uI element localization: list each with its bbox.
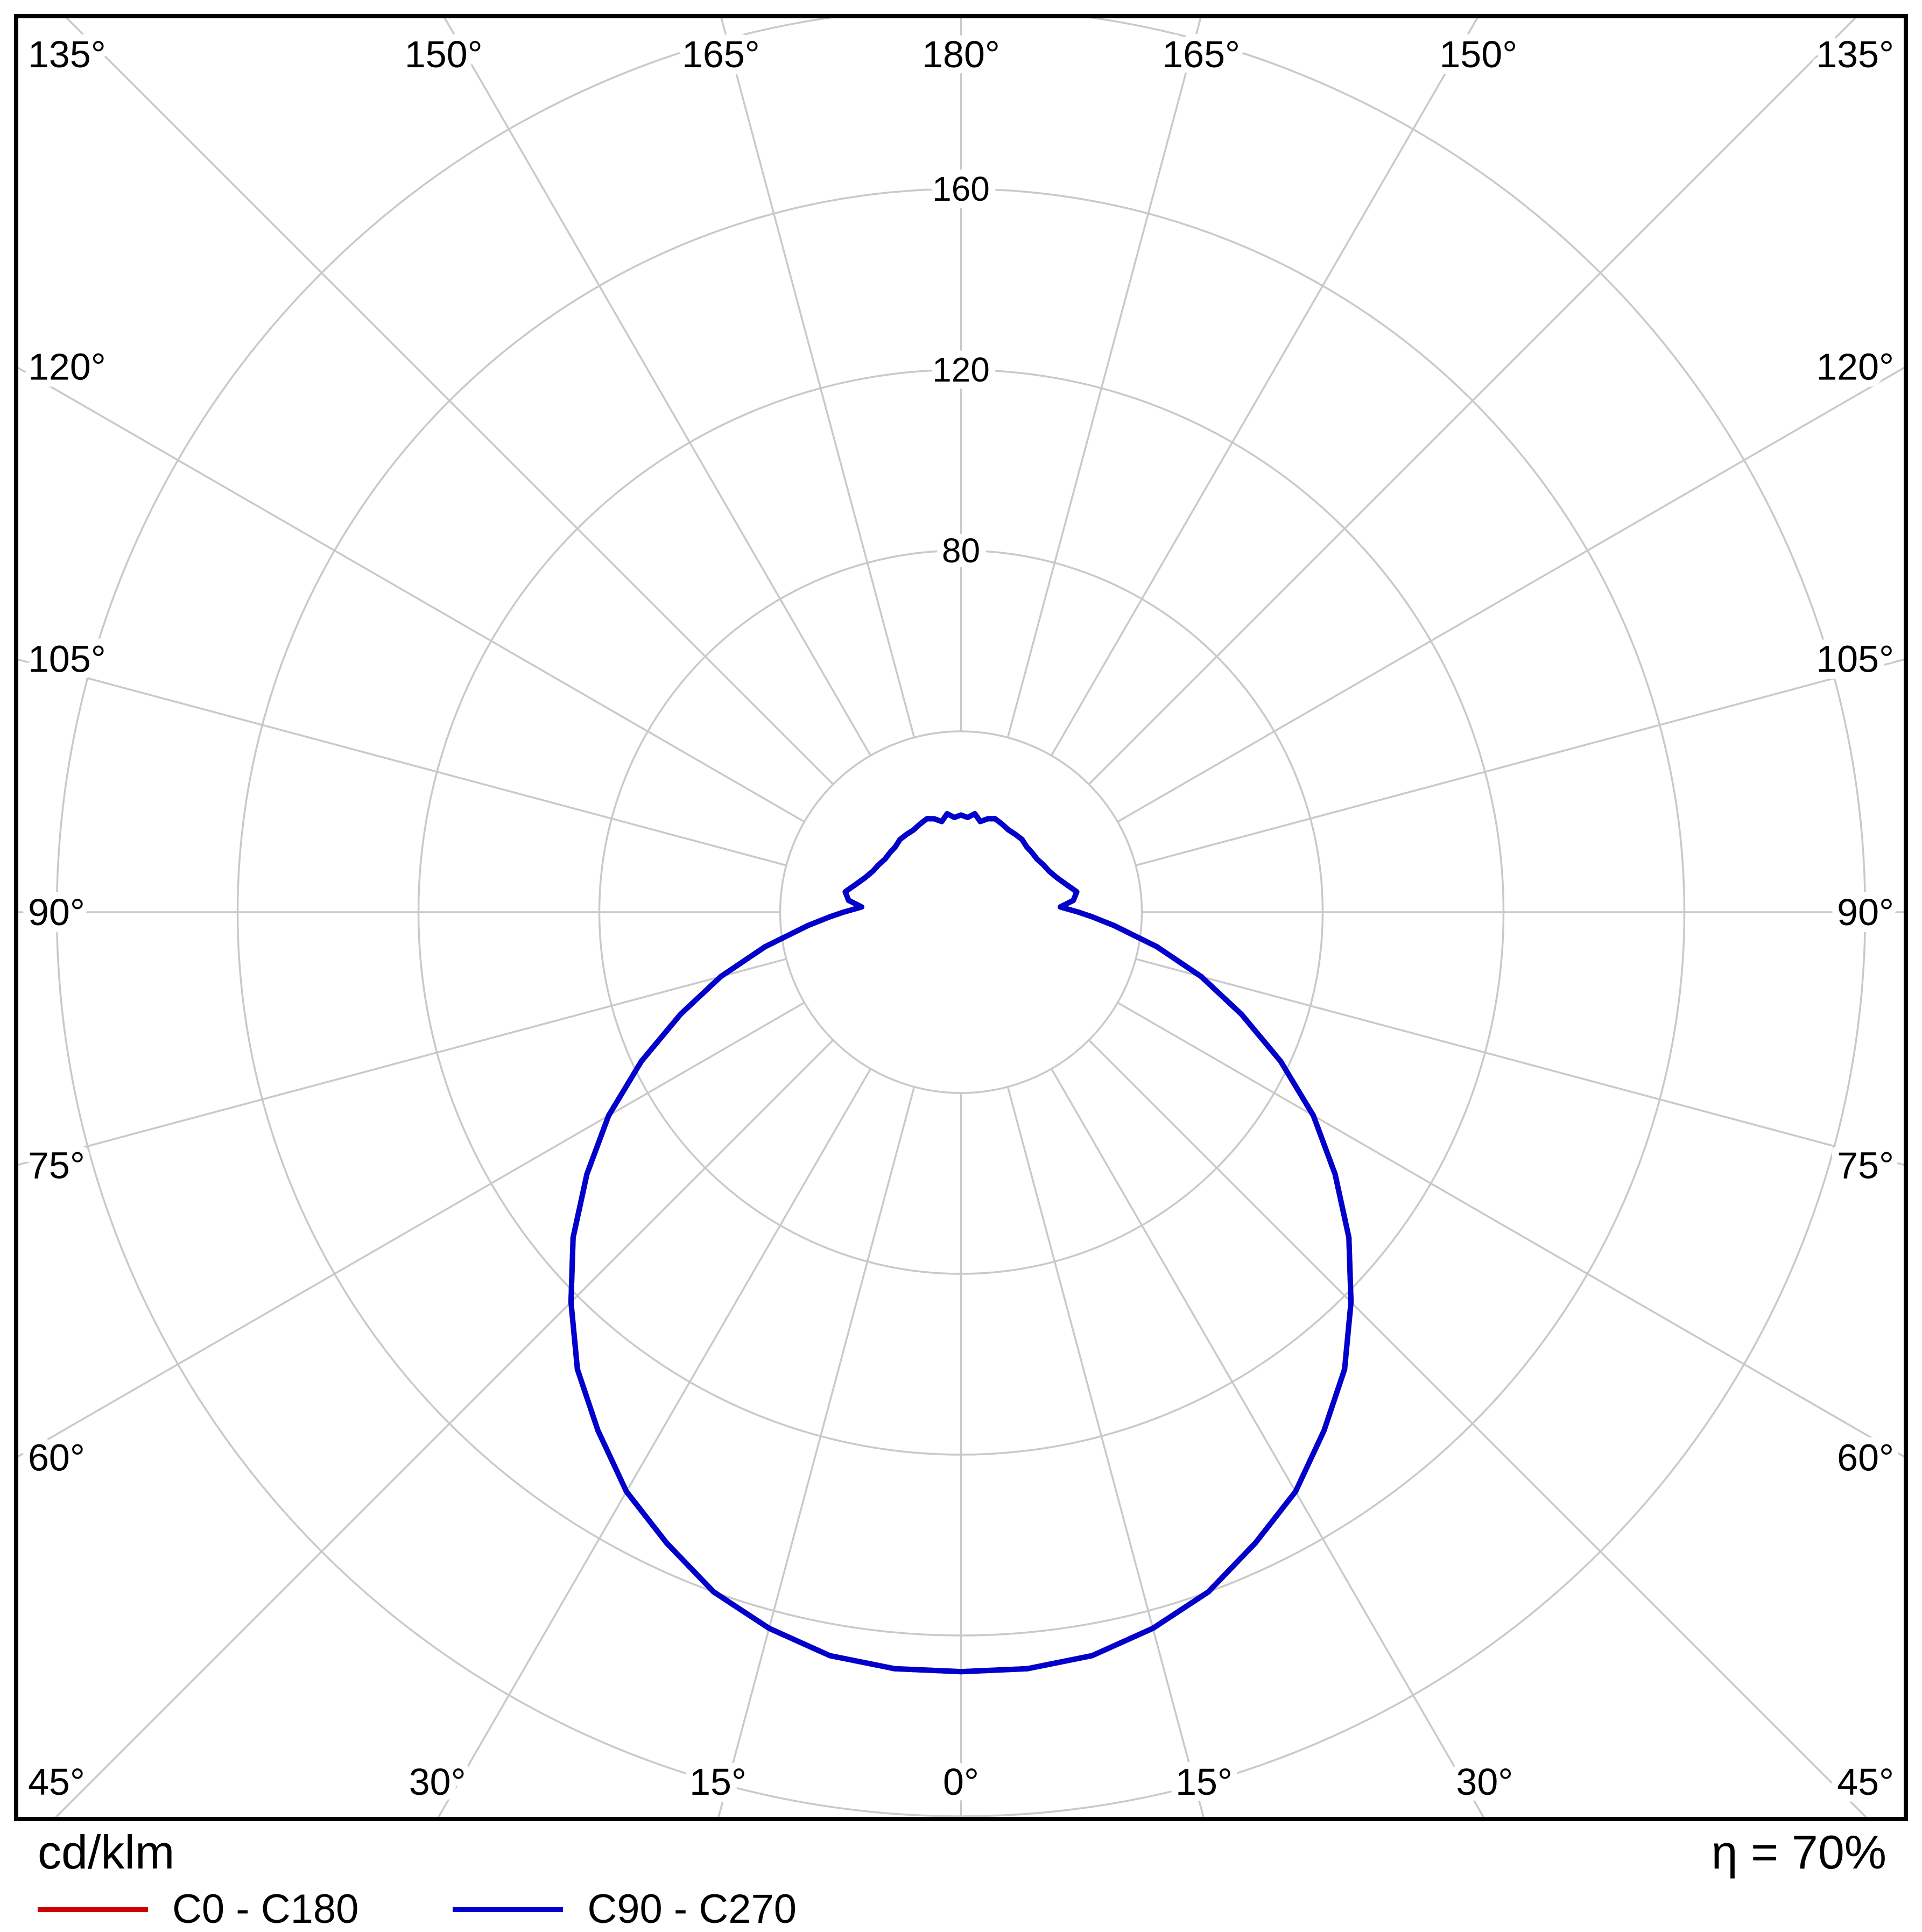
legend-line-red — [38, 1907, 148, 1912]
grid-radial-line — [16, 1002, 805, 1459]
angle-label: 45° — [1837, 1761, 1894, 1803]
angle-label: 105° — [1816, 638, 1894, 680]
grid-ring — [779, 730, 1143, 1094]
plot-frame — [14, 14, 1908, 1821]
angle-label: 75° — [1837, 1144, 1894, 1186]
radial-tick-label: 160 — [932, 170, 990, 208]
angle-label: 150° — [1439, 33, 1517, 75]
grid-radial-line — [1050, 1068, 1486, 1819]
legend-line-blue — [453, 1907, 564, 1912]
grid-radial-line — [1006, 1087, 1205, 1819]
grid-radial-line — [436, 1068, 872, 1819]
angle-label: 15° — [1175, 1761, 1233, 1803]
angle-label: 90° — [1837, 891, 1894, 933]
grid-radial-line — [16, 958, 787, 1167]
grid-radial-line — [1117, 365, 1906, 823]
efficiency-label: η = 70% — [1711, 1825, 1886, 1879]
grid-radial-line — [1135, 658, 1906, 866]
grid-radial-line — [16, 365, 805, 823]
chart-footer: cd/klm η = 70% C0 - C180 C90 - C270 — [0, 1820, 1922, 1930]
grid-radial-line — [1135, 958, 1906, 1167]
grid-radial-line — [720, 16, 916, 738]
legend-item-c0-c180: C0 - C180 — [38, 1889, 358, 1930]
grid-radial-line — [1050, 16, 1480, 756]
angle-label: 30° — [1456, 1761, 1513, 1803]
angle-label: 90° — [28, 891, 85, 933]
angle-label: 120° — [1816, 345, 1894, 387]
angle-label: 15° — [689, 1761, 747, 1803]
legend-item-c90-c270: C90 - C270 — [453, 1889, 797, 1930]
grid-radial-line — [53, 1039, 834, 1819]
radial-tick-label: 80 — [942, 531, 980, 570]
grid-radial-line — [1088, 16, 1858, 785]
angle-label: 135° — [1816, 33, 1894, 75]
angle-label: 180° — [922, 33, 1000, 75]
angle-label: 30° — [409, 1761, 466, 1803]
curve-c90-c270 — [568, 811, 1354, 1675]
legend: C0 - C180 C90 - C270 — [38, 1889, 797, 1930]
legend-label-c90-c270: C90 - C270 — [587, 1886, 797, 1932]
angle-label: 45° — [28, 1761, 85, 1803]
radial-tick-label: 120 — [932, 350, 990, 389]
angle-label: 120° — [28, 345, 106, 387]
angle-label: 165° — [682, 33, 760, 75]
angle-label: 0° — [943, 1761, 979, 1803]
angle-label: 150° — [405, 33, 483, 75]
angle-label: 105° — [28, 638, 106, 680]
unit-label: cd/klm — [38, 1825, 175, 1879]
grid-radial-line — [442, 16, 872, 756]
angle-label: 165° — [1162, 33, 1240, 75]
grid-radial-line — [64, 16, 834, 785]
angle-label: 60° — [1837, 1437, 1894, 1479]
grid-radial-line — [16, 658, 787, 866]
angle-label: 60° — [28, 1437, 85, 1479]
grid-radial-line — [1117, 1002, 1906, 1459]
grid-radial-line — [1088, 1039, 1869, 1819]
grid-radial-line — [717, 1087, 916, 1819]
legend-label-c0-c180: C0 - C180 — [172, 1886, 359, 1932]
grid-radial-line — [1006, 16, 1202, 738]
angle-label: 75° — [28, 1144, 85, 1186]
angle-label: 135° — [28, 33, 106, 75]
